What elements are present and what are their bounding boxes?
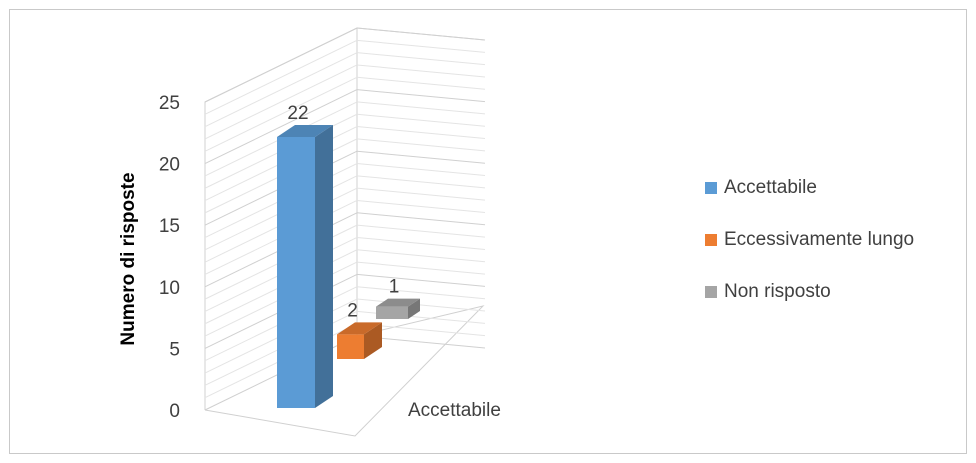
- legend-label: Accettabile: [724, 177, 817, 198]
- gridline-side: [204, 52, 358, 128]
- legend-swatch-eccessivamente-lungo: [705, 234, 717, 246]
- gridline-back: [356, 150, 486, 164]
- data-label: 1: [389, 277, 400, 298]
- legend-swatch-non-risposto: [705, 286, 717, 298]
- chart-area: [9, 9, 967, 454]
- gridline-back: [356, 212, 486, 226]
- chart-walls: [204, 27, 486, 437]
- bar-side: [364, 322, 382, 359]
- gridline-back: [356, 138, 486, 152]
- bar-front: [376, 306, 408, 319]
- y-tick-label: 5: [169, 339, 180, 360]
- gridline-back: [356, 52, 486, 66]
- gridline-back: [356, 39, 486, 53]
- bar-front: [277, 136, 315, 408]
- gridline-side: [204, 64, 358, 140]
- gridline-side: [204, 39, 358, 115]
- legend-item-non-risposto: Non risposto: [705, 280, 914, 304]
- gridline-side: [204, 76, 358, 152]
- bars: [277, 124, 420, 409]
- x-tick-label: Accettabile: [408, 400, 501, 421]
- y-tick-label: 0: [169, 401, 180, 422]
- y-tick-label: 25: [159, 93, 180, 114]
- legend-swatch-accettabile: [705, 182, 717, 194]
- gridline-back: [356, 273, 486, 287]
- gridline-back: [356, 286, 486, 300]
- gridline-back: [356, 175, 486, 189]
- gridline-back: [356, 64, 486, 78]
- legend-label: Non risposto: [724, 281, 831, 302]
- bar-non-risposto: [376, 298, 420, 319]
- gridline-back: [356, 187, 486, 201]
- bar-accettabile: [277, 124, 333, 409]
- gridline-back: [356, 101, 486, 115]
- legend-item-accettabile: Accettabile: [705, 176, 914, 200]
- gridline-side: [204, 89, 358, 165]
- y-axis-title: Numero di risposte: [118, 172, 139, 345]
- y-tick-label: 20: [159, 155, 180, 176]
- data-label: 2: [347, 300, 358, 321]
- bar-eccessivamente-lungo: [337, 322, 382, 359]
- gridline-back: [356, 298, 486, 312]
- data-label: 22: [287, 103, 308, 124]
- y-axis-ticks: 0 5 10 15 20 25: [159, 93, 180, 422]
- legend: Accettabile Eccessivamente lungo Non ris…: [705, 176, 914, 304]
- gridline-back: [356, 199, 486, 213]
- gridline-back: [356, 113, 486, 127]
- bar-top: [277, 124, 333, 137]
- bar-side: [315, 124, 333, 409]
- gridline-back: [356, 261, 486, 275]
- legend-item-eccessivamente-lungo: Eccessivamente lungo: [705, 228, 914, 252]
- gridline-back: [356, 27, 486, 41]
- y-tick-label: 10: [159, 278, 180, 299]
- bar-side: [408, 298, 420, 319]
- gridline-back: [356, 89, 486, 103]
- gridline-back: [356, 126, 486, 140]
- gridline-back: [356, 249, 486, 263]
- gridline-back: [356, 76, 486, 90]
- gridline-side: [204, 27, 358, 103]
- gridline-back: [356, 224, 486, 238]
- legend-label: Eccessivamente lungo: [724, 229, 915, 250]
- bar-front: [337, 334, 364, 359]
- bar-top: [376, 298, 420, 307]
- y-tick-label: 15: [159, 216, 180, 237]
- gridline-back: [356, 236, 486, 250]
- floor: [204, 305, 485, 437]
- bar-top: [337, 322, 382, 335]
- gridline-back: [356, 163, 486, 177]
